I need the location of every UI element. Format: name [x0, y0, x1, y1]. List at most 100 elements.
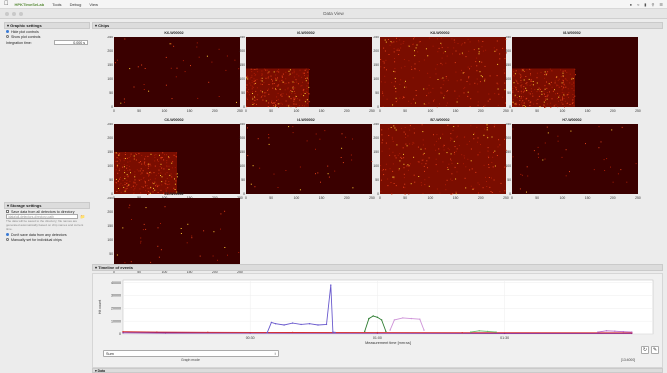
- chip-plot-i8-w00002[interactable]: I8-W00002 0 50 100 150 200 250 0 50 100 150 200 250: [502, 31, 642, 121]
- directory-input[interactable]: /data/all-detectors-directory-path: [6, 214, 78, 219]
- chip-plot-k6-w00002[interactable]: K6-W00002 0 50 100 150 200 250 0 50 100 150 200 250: [104, 31, 244, 121]
- heatmap-pixel: [124, 178, 126, 180]
- heatmap-pixel: [167, 187, 169, 189]
- heatmap-pixel: [254, 69, 256, 70]
- heatmap-pixel: [530, 80, 532, 81]
- menu-debug[interactable]: Debug: [65, 1, 82, 7]
- heatmap-pixel: [443, 80, 445, 82]
- chips-header[interactable]: ▾ Chips: [92, 22, 663, 29]
- heatmap-pixel: [286, 93, 288, 95]
- series-point: [266, 332, 268, 334]
- apple-icon[interactable]: : [4, 0, 9, 9]
- storage-settings-header[interactable]: ▾ Storage settings: [4, 202, 90, 209]
- close-icon[interactable]: [5, 12, 9, 16]
- graph-mode-select[interactable]: Sum ↕: [103, 350, 279, 357]
- save-dir-option[interactable]: Save data from all detectors to director…: [4, 209, 90, 214]
- heatmap-pixel: [491, 162, 493, 163]
- dont-save-option[interactable]: Don't save data from any detectors: [4, 232, 90, 237]
- heatmap-pixel: [445, 62, 447, 64]
- save-dir-checkbox[interactable]: [6, 210, 9, 213]
- y-tick-label: 40000: [111, 281, 121, 285]
- chip-plot-i4-w00002[interactable]: I4-W00002 0 50 100 150 200 250 0 50 100 150 200 250: [236, 118, 376, 208]
- search-icon[interactable]: ⚲: [651, 2, 655, 7]
- heatmap-pixel: [217, 259, 218, 261]
- heatmap-pixel: [305, 68, 307, 70]
- heatmap-pixel: [275, 88, 276, 90]
- heatmap-pixel: [567, 93, 569, 95]
- radio-show[interactable]: [6, 35, 9, 38]
- radio-dont-save[interactable]: [6, 233, 9, 237]
- data-header[interactable]: ▾ Data: [92, 368, 663, 373]
- chip-plot-i6-w00002[interactable]: I6-W00002 0 50 100 150 200 250 0 50 100 150 200 250: [236, 31, 376, 121]
- wifi-icon[interactable]: ≈: [637, 2, 640, 7]
- heatmap-pixel: [407, 164, 409, 166]
- x-tick-label: 250: [503, 196, 509, 200]
- heatmap-pixel: [145, 207, 147, 209]
- heatmap-pixel: [122, 184, 124, 186]
- heatmap-pixel: [504, 82, 506, 84]
- menu-app-name[interactable]: HPKTimeSeLab: [10, 1, 45, 7]
- heatmap-pixel: [414, 68, 416, 70]
- heatmap-pixel: [307, 102, 308, 104]
- heatmap-pixel: [277, 85, 279, 87]
- heatmap-pixel: [153, 154, 155, 156]
- chip-plot-h7-w00002[interactable]: H7-W00002 0 50 100 150 200 250 0 50 100 150 200 250: [502, 118, 642, 208]
- chip-plot-b7-w00002[interactable]: B7-W00002 0 50 100 150 200 250 0 50 100 150 200 250: [370, 118, 510, 208]
- control-center-icon[interactable]: ☰: [659, 2, 663, 7]
- heatmap-pixel: [380, 165, 382, 167]
- heatmap-pixel: [528, 92, 530, 94]
- integration-time-input[interactable]: 0.000 s: [54, 40, 88, 45]
- series-point: [368, 317, 370, 320]
- record-icon[interactable]: ●: [629, 2, 633, 7]
- heatmap-pixel: [206, 55, 208, 57]
- x-tick-label: 100: [162, 109, 168, 113]
- battery-icon[interactable]: ▮: [644, 2, 647, 7]
- heatmap-pixel: [382, 92, 384, 94]
- hide-plot-controls-option[interactable]: Hide plot controls: [4, 29, 90, 34]
- chip-plot-k8-w00002[interactable]: K8-W00002 0 50 100 150 200 250 0 50 100 150 200 250: [370, 31, 510, 121]
- heatmap-pixel: [150, 187, 152, 189]
- heatmap-pixel: [461, 43, 463, 45]
- graphic-settings-header[interactable]: ▾ Graphic settings: [4, 22, 90, 29]
- zoom-icon[interactable]: [19, 12, 23, 16]
- heatmap-pixel: [123, 166, 125, 168]
- timeline-header[interactable]: ▾ Timeline of events: [92, 264, 663, 271]
- heatmap-pixel: [533, 103, 535, 105]
- heatmap-pixel: [562, 99, 564, 101]
- y-tick-label: 100: [505, 164, 511, 168]
- radio-manual[interactable]: [6, 238, 9, 242]
- heatmap-pixel: [574, 68, 576, 70]
- heatmap-background: [246, 124, 372, 194]
- heatmap-pixel: [143, 164, 145, 165]
- refresh-icon[interactable]: ↻: [641, 346, 649, 354]
- y-tick-label: 250: [505, 123, 511, 126]
- x-axis-label: Measurement time [mm:ss]: [365, 341, 411, 345]
- minimize-icon[interactable]: [12, 12, 16, 16]
- radio-hide[interactable]: [6, 30, 9, 33]
- folder-icon[interactable]: 📁: [80, 214, 85, 219]
- show-plot-controls-option[interactable]: Show plot controls: [4, 34, 90, 39]
- heatmap-pixel: [557, 140, 559, 142]
- heatmap-pixel: [128, 207, 130, 209]
- heatmap-pixel: [276, 79, 278, 81]
- menu-view[interactable]: View: [84, 1, 98, 7]
- heatmap-pixel: [154, 178, 156, 180]
- pin-icon[interactable]: ✎: [651, 346, 659, 354]
- menu-tools[interactable]: Tools: [47, 1, 61, 7]
- manual-option[interactable]: Manually set for individual chips: [4, 237, 90, 242]
- heatmap-pixel: [517, 91, 519, 93]
- heatmap-pixel: [562, 75, 564, 77]
- heatmap-pixel: [408, 45, 410, 47]
